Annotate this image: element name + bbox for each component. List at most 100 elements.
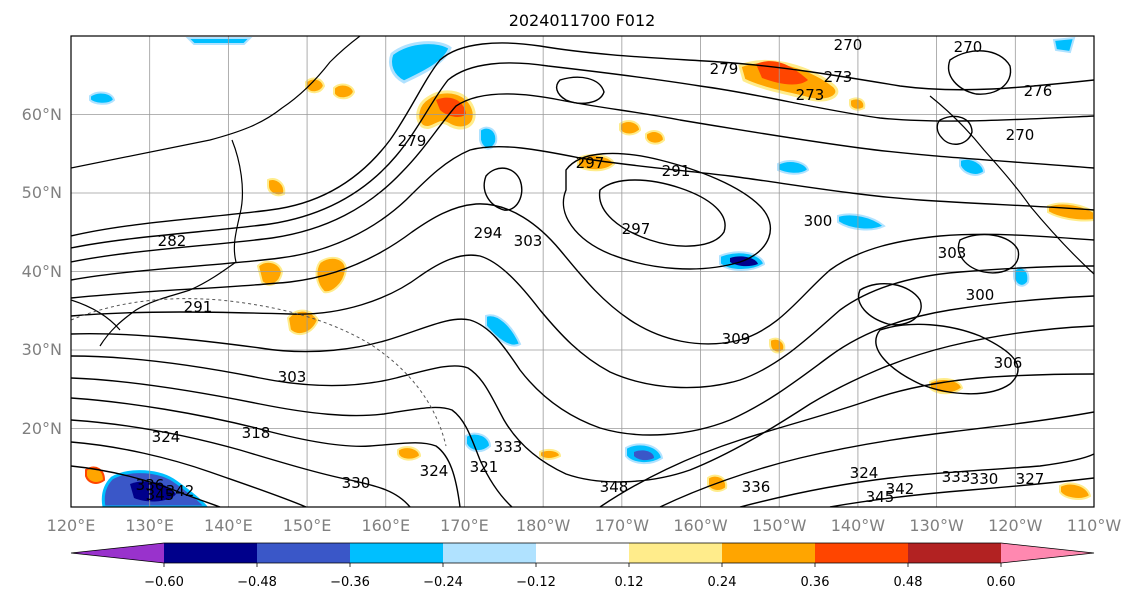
figure-title: 2024011700 F012 (509, 11, 656, 30)
lat-label: 40°N (22, 262, 62, 281)
map-panel: 270 270 279 273 279 273 276 270 282 291 291 297 294 3… (70, 35, 1095, 508)
colorbar-segment (908, 543, 1002, 563)
contour-line (71, 93, 1094, 263)
contour-line (947, 50, 1012, 95)
dashed-line (71, 298, 447, 447)
lon-label: 140°E (204, 516, 253, 535)
contour-line (71, 42, 1094, 237)
contour-label: 291 (662, 162, 691, 180)
contour-label: 303 (938, 244, 967, 262)
coastline (71, 299, 121, 331)
shade-patch (777, 160, 810, 175)
lon-label: 120°E (47, 516, 96, 535)
colorbar-label: −0.24 (423, 575, 463, 590)
contour-label: 345 (146, 486, 175, 504)
contour-label: 330 (342, 474, 371, 492)
lon-label: 160°E (361, 516, 410, 535)
contour-label: 300 (966, 286, 995, 304)
shade-patch (1013, 266, 1030, 287)
contour-label: 291 (184, 298, 213, 316)
contour-label: 336 (742, 478, 771, 496)
shade-patch (397, 446, 422, 461)
contour-label: 273 (824, 68, 853, 86)
lon-label: 120°W (988, 516, 1043, 535)
shade-patch (305, 77, 326, 94)
lat-label: 50°N (22, 183, 62, 202)
shade-patch (89, 91, 116, 105)
shade-patch (333, 83, 356, 100)
contour-line (71, 146, 1094, 281)
contour-label: 330 (970, 470, 999, 488)
colorbar-extend-high (1001, 543, 1094, 563)
contour-line (562, 152, 771, 270)
contour-line (659, 411, 1094, 507)
contour-label: 333 (942, 468, 971, 486)
contour-label: 309 (722, 330, 751, 348)
contour-label: 327 (1016, 470, 1045, 488)
contour-label: 294 (474, 224, 503, 242)
contour-label: 318 (242, 424, 271, 442)
contour-line (598, 179, 726, 247)
contour-label: 279 (710, 60, 739, 78)
shade-patch (849, 97, 866, 111)
colorbar-segment (722, 543, 816, 563)
latitude-axis: 60°N 50°N 40°N 30°N 20°N (22, 105, 62, 438)
colorbar-label: −0.60 (144, 575, 184, 590)
shade-patch (539, 448, 562, 460)
contour-label: 324 (420, 462, 449, 480)
shade-patch (85, 466, 106, 484)
dashed-reference (71, 298, 447, 447)
lon-label: 170°E (440, 516, 489, 535)
contour-line (71, 419, 411, 507)
map-frame (70, 35, 1095, 508)
contour-line (555, 76, 605, 104)
contour-label: 324 (850, 464, 879, 482)
colorbar-segment (536, 543, 630, 563)
lon-label: 150°W (752, 516, 807, 535)
lon-label: 130°W (909, 516, 964, 535)
contour-line (71, 377, 513, 507)
colorbar-label: 0.60 (987, 575, 1016, 590)
colorbar-extend-low (71, 543, 164, 563)
lat-label: 60°N (22, 105, 62, 124)
coastline (71, 36, 361, 169)
map-gridlines (71, 36, 1094, 507)
shade-patch (634, 450, 654, 461)
contour-line (957, 233, 1020, 274)
contour-line (483, 167, 523, 211)
contour-line (71, 465, 221, 507)
shade-patch (286, 309, 320, 336)
contour-label: 303 (278, 368, 307, 386)
contour-label: 345 (866, 488, 895, 506)
shade-patch (645, 130, 666, 145)
colorbar-segment (164, 543, 258, 563)
colorbar-label: 0.48 (894, 575, 923, 590)
shade-patch (1052, 36, 1076, 54)
shade-patch (837, 213, 886, 231)
contour-label: 342 (886, 480, 915, 498)
contour-label: 276 (1024, 82, 1053, 100)
colorbar-segment (629, 543, 723, 563)
contour-label: 282 (158, 232, 187, 250)
contour-line (857, 283, 922, 326)
shade-patch (256, 260, 284, 286)
longitude-axis: 120°E 130°E 140°E 150°E 160°E 170°E 180°W 170°W… (47, 516, 1122, 535)
coastlines (71, 36, 1094, 347)
colorbar-label: 0.12 (615, 575, 644, 590)
contour-line (71, 62, 1094, 249)
lon-label: 160°W (673, 516, 728, 535)
contour-line (875, 323, 1019, 395)
lat-label: 20°N (22, 419, 62, 438)
shade-patch (389, 41, 452, 84)
coastline (929, 95, 1094, 275)
contour-line (829, 477, 1094, 507)
colorbar-segment (350, 543, 444, 563)
colorbar: −0.60 −0.48 −0.36 −0.24 −0.12 0.12 0.24 0.36 0.4… (70, 542, 1095, 590)
lon-label: 130°E (125, 516, 174, 535)
contour-line (739, 453, 1094, 507)
contour-labels: 270 270 279 273 279 273 276 270 282 291 291 297 294 3… (136, 36, 1053, 506)
lat-label: 30°N (22, 340, 62, 359)
shade-patch (619, 120, 642, 136)
shade-patch (185, 37, 253, 45)
